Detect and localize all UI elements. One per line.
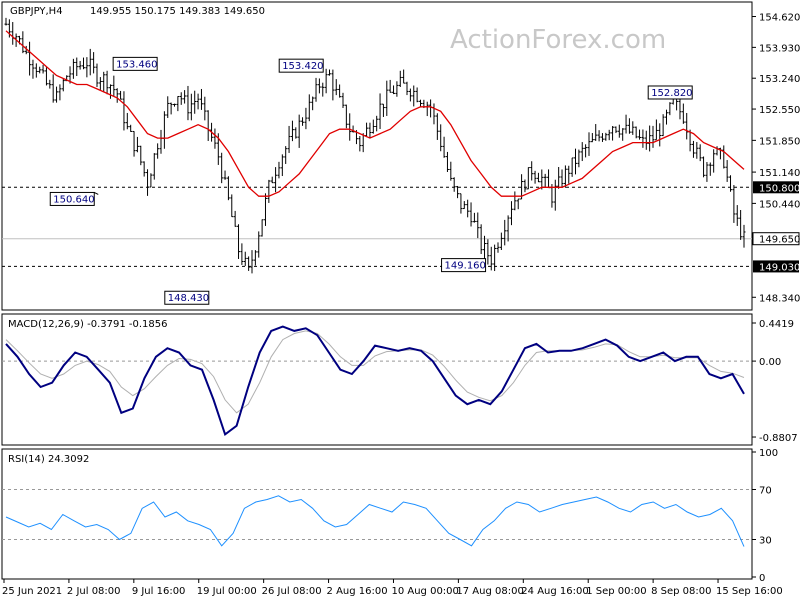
price-tick-label: 153.240 [759, 74, 800, 85]
time-tick-label: 17 Aug 08:00 [456, 586, 523, 597]
rsi-series [2, 489, 752, 547]
time-tick-label: 25 Jun 2021 [2, 586, 62, 597]
price-panel-frame [1, 1, 753, 311]
macd-panel-frame [1, 313, 753, 446]
annotation-box [278, 58, 324, 73]
annotation-label: 150.640 [53, 194, 94, 205]
price-tick-label: 153.930 [759, 43, 800, 54]
macd-label: MACD(12,26,9) -0.3791 -0.1856 [8, 319, 168, 330]
annotation-box [441, 258, 487, 273]
price-tick-label: 154.620 [759, 13, 800, 24]
support-label: 150.800 [759, 183, 800, 194]
rsi-tick-label: 30 [759, 536, 772, 547]
price-tick-label: 151.850 [759, 136, 800, 147]
price-annotations: 153.460 150.640 148.430 153.420 149.160 152.8… [49, 56, 693, 305]
time-tick-label: 1 Sep 00:00 [586, 586, 646, 597]
annotation-label: 149.160 [445, 261, 486, 272]
macd-tick-label: 0.00 [759, 357, 781, 368]
macd-tick-label: 0.4419 [759, 319, 794, 330]
rsi-tick-label: 70 [759, 486, 772, 497]
current-price-label: 149.650 [759, 235, 800, 246]
time-tick-label: 10 Aug 00:00 [391, 586, 458, 597]
annotation-label: 148.430 [168, 293, 209, 304]
rsi-panel: RSI(14) 24.3092 100 70 30 0 [1, 448, 778, 584]
support-label: 149.030 [759, 262, 800, 273]
price-tick-label: 151.140 [759, 168, 800, 179]
price-tick-label: 152.550 [759, 105, 800, 116]
macd-tick-label: -0.8807 [759, 433, 798, 444]
time-tick-label: 8 Sep 08:00 [651, 586, 711, 597]
price-series [4, 17, 746, 274]
macd-line [5, 325, 745, 437]
moving-average-line [5, 30, 745, 197]
annotation-box [49, 191, 95, 206]
annotation-box [164, 290, 210, 305]
current-price-box [752, 232, 800, 246]
time-tick-label: 2 Aug 16:00 [327, 586, 388, 597]
macd-signal-line [5, 330, 745, 414]
rsi-tick-label: 0 [759, 573, 765, 584]
annotation-leader [94, 191, 99, 195]
support-levels: 150.800 149.030 149.650 [2, 181, 800, 273]
annotation-label: 152.820 [651, 88, 692, 99]
macd-axis: 0.4419 0.00 -0.8807 [752, 319, 798, 444]
rsi-tick-label: 100 [759, 448, 778, 459]
ohlc-header: 149.955 150.175 149.383 149.650 [90, 6, 265, 17]
time-tick-label: 2 Jul 08:00 [67, 586, 121, 597]
time-tick-label: 24 Aug 16:00 [521, 586, 588, 597]
rsi-label: RSI(14) 24.3092 [8, 454, 89, 465]
symbol-header: GBPJPY,H4 [10, 6, 63, 17]
annotation-box [647, 85, 693, 100]
price-panel: GBPJPY,H4 149.955 150.175 149.383 149.65… [1, 1, 800, 311]
price-axis: 154.620 153.930 153.240 152.550 151.850 151.1… [752, 13, 800, 304]
annotation-label: 153.420 [282, 61, 323, 72]
rsi-axis: 100 70 30 0 [752, 448, 778, 584]
time-axis: 25 Jun 2021 2 Jul 08:00 9 Jul 16:00 19 Jul … [2, 579, 783, 597]
time-tick-label: 26 Jul 08:00 [262, 586, 322, 597]
annotation-label: 153.460 [116, 59, 157, 70]
price-tick-label: 150.440 [759, 199, 800, 210]
time-tick-label: 19 Jul 00:00 [197, 586, 257, 597]
rsi-line [5, 495, 745, 547]
support-label-box [753, 181, 799, 194]
macd-panel: MACD(12,26,9) -0.3791 -0.1856 0.4419 0.00… [1, 313, 798, 446]
annotation-box [112, 56, 158, 71]
support-label-box [753, 260, 799, 273]
macd-series [2, 325, 752, 437]
watermark: ActionForex.com [450, 25, 666, 55]
price-tick-label: 148.340 [759, 293, 800, 304]
time-tick-label: 15 Sep 16:00 [716, 586, 783, 597]
rsi-panel-frame [1, 448, 753, 580]
time-tick-label: 9 Jul 16:00 [132, 586, 186, 597]
